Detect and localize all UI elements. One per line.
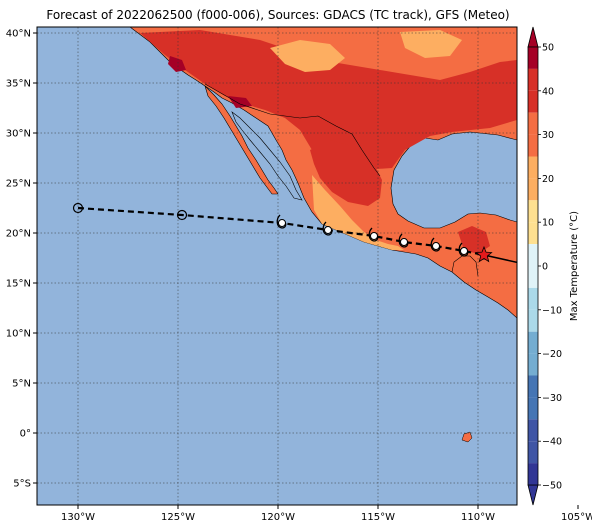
colorbar: 50 40 30 20 10 0 −10 −20 −30 −40 −50 — [527, 26, 562, 506]
land-cool-zone — [270, 40, 345, 72]
us-mexico-border — [204, 83, 381, 177]
colorbar-tick-label: −40 — [542, 437, 562, 448]
lat-tick-label: 10°N — [6, 329, 31, 340]
colorbar-top-extension — [527, 26, 539, 48]
track-point-marker — [324, 226, 332, 234]
colorbar-tick-label: −30 — [542, 393, 562, 404]
land-hot-zone-mexico — [310, 140, 382, 206]
colorbar-segment — [528, 112, 538, 135]
colorbar-segment — [528, 463, 538, 485]
colorbar-segment — [528, 68, 538, 91]
colorbar-segment — [528, 178, 538, 201]
lon-tick-label: 130°W — [61, 512, 95, 523]
colorbar-segment — [528, 90, 538, 113]
lat-tick-label: 25°N — [6, 179, 31, 190]
lat-tick-label: 0° — [20, 429, 31, 440]
lat-tick-label: 35°N — [6, 79, 31, 90]
track-point-marker — [432, 242, 440, 250]
colorbar-segment — [528, 244, 538, 266]
colorbar-tick-label: 20 — [542, 174, 554, 185]
track-point-marker — [370, 232, 378, 240]
gulf-of-california — [231, 111, 303, 201]
colorbar-segment — [528, 419, 538, 442]
colorbar-segment — [528, 375, 538, 398]
colorbar-segment — [528, 287, 538, 310]
lon-tick-label: 120°W — [261, 512, 295, 523]
map-title: Forecast of 2022062500 (f000-006), Sourc… — [46, 8, 509, 22]
plot-frame — [36, 26, 518, 506]
colorbar-segment — [528, 222, 538, 245]
lat-tick-label: 5°N — [12, 379, 31, 390]
lat-tick-label: 40°N — [6, 29, 31, 40]
tc-track — [72, 202, 517, 264]
current-position-star — [475, 245, 493, 263]
track-point-marker — [400, 238, 408, 246]
colorbar-tick-label: 30 — [542, 130, 554, 141]
land-cool-zone-2 — [400, 30, 462, 58]
land-hottest-zone-2 — [228, 96, 252, 108]
colorbar-tick-label: −20 — [542, 349, 562, 360]
colorbar-segment — [528, 266, 538, 288]
island-galapagos — [461, 431, 473, 443]
colorbar-segment — [528, 200, 538, 223]
track-point-marker — [278, 219, 286, 227]
colorbar-tick-label: 10 — [542, 218, 554, 229]
lon-tick-label: 105°W — [561, 512, 592, 523]
lon-tick-label: 115°W — [361, 512, 395, 523]
longitude-axis: 130°W125°W120°W115°W110°W105°W100°W95°W9… — [61, 505, 592, 523]
land-hottest-zone — [168, 56, 186, 72]
colorbar-tick-label: 0 — [542, 262, 548, 273]
track-point-marker — [460, 247, 468, 255]
lat-tick-label: 5°S — [13, 479, 31, 490]
lon-tick-label: 125°W — [161, 512, 195, 523]
latitude-axis: 40°N 35°N 30°N 25°N 20°N 15°N 10°N 5°N 0° 5°S — [6, 29, 37, 490]
track-point-depression — [72, 202, 84, 214]
colorbar-segment — [528, 309, 538, 332]
colorbar-segment — [528, 134, 538, 157]
colorbar-tick-label: 40 — [542, 86, 554, 97]
colorbar-segment — [528, 156, 538, 179]
lon-tick-label: 110°W — [461, 512, 495, 523]
track-point-depression — [176, 209, 188, 221]
colorbar-segment — [528, 331, 538, 354]
gridlines — [37, 27, 517, 505]
colorbar-tick-label: 50 — [542, 43, 554, 54]
colorbar-tick-label: −50 — [542, 481, 562, 492]
colorbar-segment — [528, 441, 538, 464]
colorbar-segment — [528, 47, 538, 69]
colorbar-label: Max Temperature (°C) — [569, 211, 580, 321]
land-baja — [204, 85, 279, 195]
colorbar-segment — [528, 353, 538, 376]
lat-tick-label: 20°N — [6, 229, 31, 240]
land-hot-zone — [140, 30, 517, 170]
colorbar-tick-label: −10 — [542, 305, 562, 316]
colorbar-segment — [528, 397, 538, 420]
colorbar-bottom-extension — [527, 484, 539, 506]
lat-tick-label: 15°N — [6, 279, 31, 290]
lat-tick-label: 30°N — [6, 129, 31, 140]
